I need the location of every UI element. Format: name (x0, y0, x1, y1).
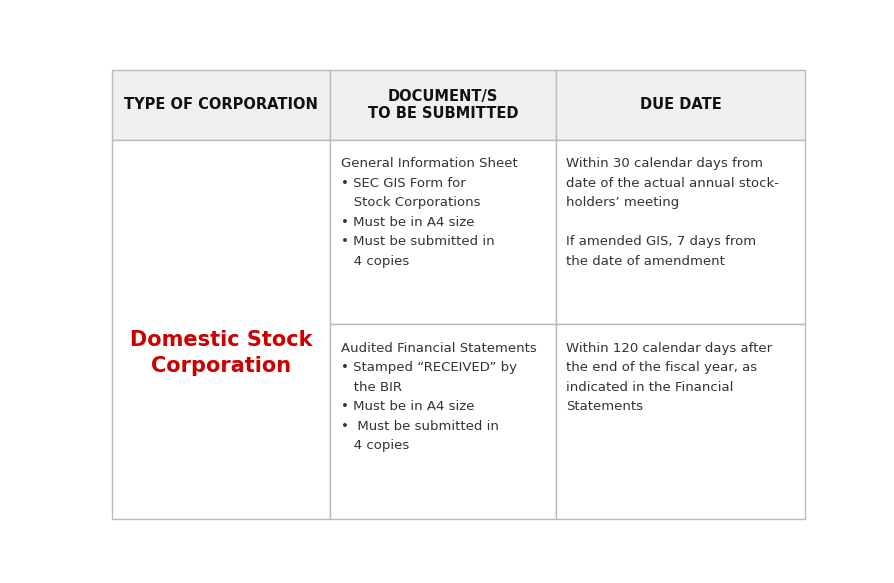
Bar (330, 139, 555, 324)
Text: Domestic Stock
Corporation: Domestic Stock Corporation (130, 329, 312, 376)
Bar (555, 324, 805, 519)
Bar (330, 70, 555, 139)
Bar (112, 139, 330, 519)
Bar (555, 139, 805, 324)
Text: Audited Financial Statements
• Stamped “RECEIVED” by
   the BIR
• Must be in A4 : Audited Financial Statements • Stamped “… (341, 342, 536, 452)
Bar (112, 70, 330, 139)
Text: Within 30 calendar days from
date of the actual annual stock-
holders’ meeting

: Within 30 calendar days from date of the… (566, 157, 779, 268)
Text: DUE DATE: DUE DATE (639, 97, 721, 113)
Text: General Information Sheet
• SEC GIS Form for
   Stock Corporations
• Must be in : General Information Sheet • SEC GIS Form… (341, 157, 517, 268)
Text: Within 120 calendar days after
the end of the fiscal year, as
indicated in the F: Within 120 calendar days after the end o… (566, 342, 772, 413)
Bar (330, 324, 555, 519)
Text: TYPE OF CORPORATION: TYPE OF CORPORATION (124, 97, 317, 113)
Bar (555, 70, 805, 139)
Text: DOCUMENT/S
TO BE SUBMITTED: DOCUMENT/S TO BE SUBMITTED (367, 89, 518, 121)
